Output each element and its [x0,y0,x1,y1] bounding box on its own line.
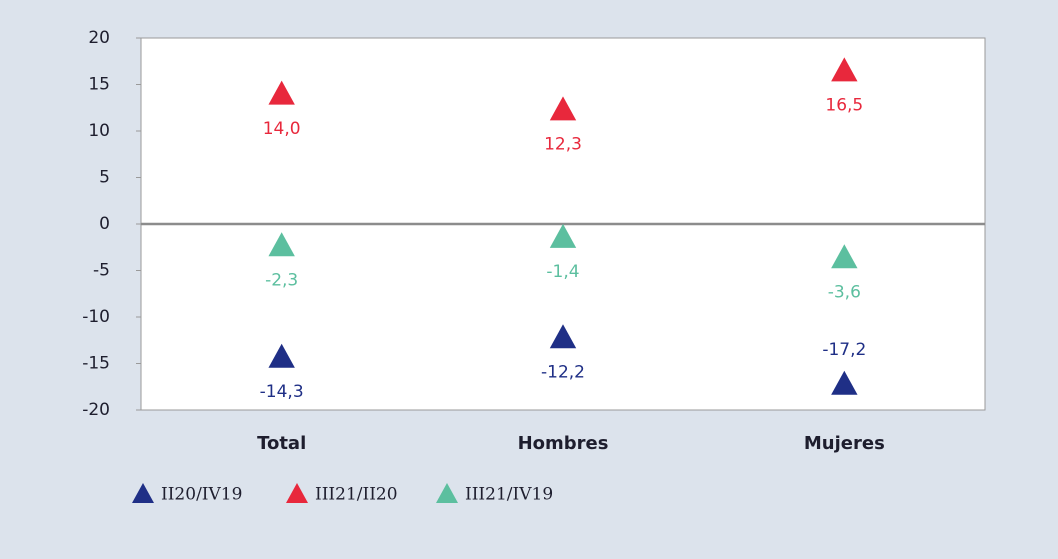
data-label: 12,3 [544,135,582,155]
y-tick-label: -10 [82,307,110,327]
x-tick-label: Mujeres [804,433,885,454]
x-tick-label: Hombres [518,433,609,454]
data-label: -14,3 [260,382,304,402]
y-tick-label: 10 [88,121,110,141]
legend-label: III21/II20 [315,485,398,505]
data-label: -2,3 [265,270,298,290]
marker [549,223,577,248]
y-tick-label: 0 [99,214,110,234]
marker [549,96,577,121]
legend-label: II20/IV19 [161,485,242,505]
data-label: -12,2 [541,362,585,382]
y-tick-label: -15 [82,354,110,374]
y-tick-label: 20 [88,28,110,48]
data-label: -17,2 [822,340,866,360]
y-tick-label: 5 [99,168,110,188]
marker [268,80,295,105]
data-label: -3,6 [828,282,861,302]
marker [549,324,577,349]
data-label: 16,5 [825,96,863,116]
marker [268,232,295,257]
y-tick-label: -5 [93,261,110,281]
marker [831,244,858,269]
legend-marker [132,483,154,503]
data-label: 14,0 [263,119,301,139]
data-label: -1,4 [546,262,579,282]
y-tick-label: -20 [82,400,110,420]
legend-marker [436,483,458,503]
legend-label: III21/IV19 [465,485,553,505]
x-tick-label: Total [257,433,306,454]
marker [268,343,295,368]
legend-marker [286,483,308,503]
y-tick-label: 15 [88,75,110,95]
marker [831,57,858,82]
marker [831,370,858,395]
